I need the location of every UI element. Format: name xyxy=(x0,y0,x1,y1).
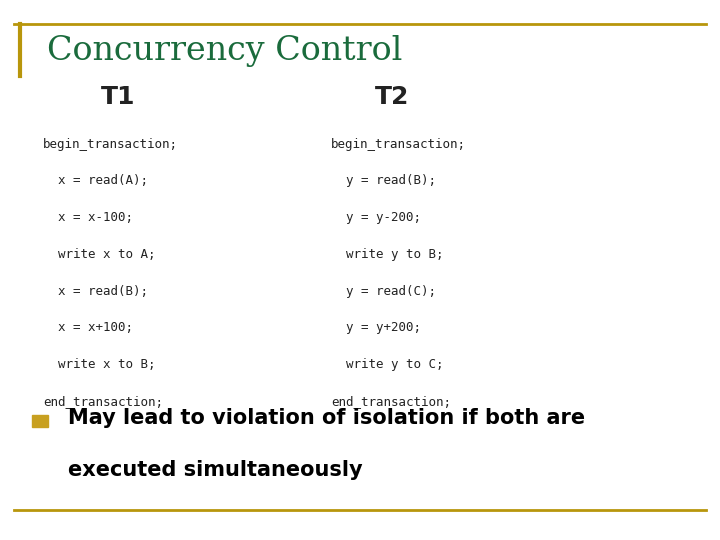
Text: begin_transaction;: begin_transaction; xyxy=(331,138,467,151)
FancyBboxPatch shape xyxy=(32,415,48,427)
Text: y = y-200;: y = y-200; xyxy=(331,211,421,224)
Text: x = x+100;: x = x+100; xyxy=(43,321,133,334)
Text: y = read(B);: y = read(B); xyxy=(331,174,436,187)
Text: May lead to violation of isolation if both are: May lead to violation of isolation if bo… xyxy=(68,408,585,429)
Text: T2: T2 xyxy=(374,85,409,109)
Text: y = read(C);: y = read(C); xyxy=(331,285,436,298)
Text: end_transaction;: end_transaction; xyxy=(43,395,163,408)
Text: x = read(B);: x = read(B); xyxy=(43,285,148,298)
Text: executed simultaneously: executed simultaneously xyxy=(68,460,363,480)
Text: Concurrency Control: Concurrency Control xyxy=(47,35,402,68)
Text: end_transaction;: end_transaction; xyxy=(331,395,451,408)
Text: write y to C;: write y to C; xyxy=(331,358,444,371)
Text: write x to A;: write x to A; xyxy=(43,248,156,261)
Text: write y to B;: write y to B; xyxy=(331,248,444,261)
Text: y = y+200;: y = y+200; xyxy=(331,321,421,334)
Text: begin_transaction;: begin_transaction; xyxy=(43,138,179,151)
Text: T1: T1 xyxy=(101,85,135,109)
Text: write x to B;: write x to B; xyxy=(43,358,156,371)
Text: x = x-100;: x = x-100; xyxy=(43,211,133,224)
Text: x = read(A);: x = read(A); xyxy=(43,174,148,187)
